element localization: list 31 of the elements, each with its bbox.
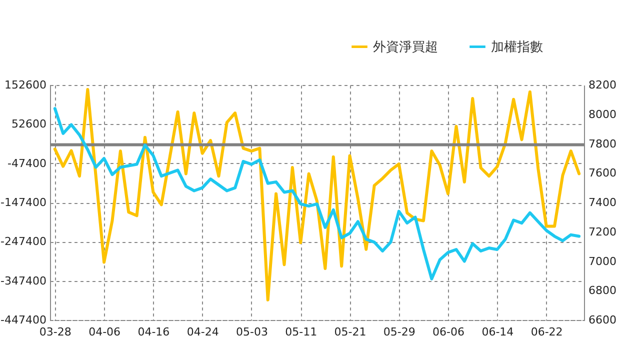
y2-tick-label: 6800: [588, 284, 616, 298]
legend-label: 外資淨買超: [373, 40, 438, 55]
y-tick-label: -347400: [0, 274, 46, 288]
y-tick-label: 52600: [12, 118, 46, 131]
x-tick-label: 06-14: [482, 326, 514, 338]
line-series: [53, 107, 581, 280]
legend-label: 加權指數: [491, 40, 543, 55]
y-tick-label: -247400: [0, 235, 46, 248]
y2-tick-label: 7000: [588, 254, 616, 268]
y2-tick-label: 8000: [588, 108, 616, 121]
x-tick-label: 06-22: [530, 326, 563, 338]
y2-tick-label: 7800: [588, 137, 616, 150]
y2-tick-label: 8200: [588, 78, 616, 92]
x-tick-label: 04-24: [186, 326, 219, 338]
y-tick-label: -447400: [0, 314, 46, 326]
y2-tick-label: 6600: [588, 314, 616, 326]
y2-tick-label: 7200: [588, 225, 616, 238]
line-series: [53, 88, 581, 302]
x-tick-label: 03-28: [39, 326, 72, 338]
x-tick-label: 05-21: [334, 326, 366, 338]
x-tick-label: 04-06: [88, 326, 121, 338]
y-tick-label: -147400: [0, 196, 46, 209]
x-tick-label: 05-29: [383, 326, 416, 338]
y-tick-label: 152600: [4, 78, 46, 92]
y2-tick-label: 7400: [588, 196, 616, 209]
x-tick-label: 06-06: [432, 326, 465, 338]
x-tick-label: 05-03: [236, 326, 268, 338]
x-tick-label: 04-16: [138, 326, 170, 338]
y2-tick-label: 7600: [588, 166, 616, 180]
x-tick-label: 05-11: [285, 326, 318, 338]
y-tick-label: -47400: [8, 156, 46, 170]
